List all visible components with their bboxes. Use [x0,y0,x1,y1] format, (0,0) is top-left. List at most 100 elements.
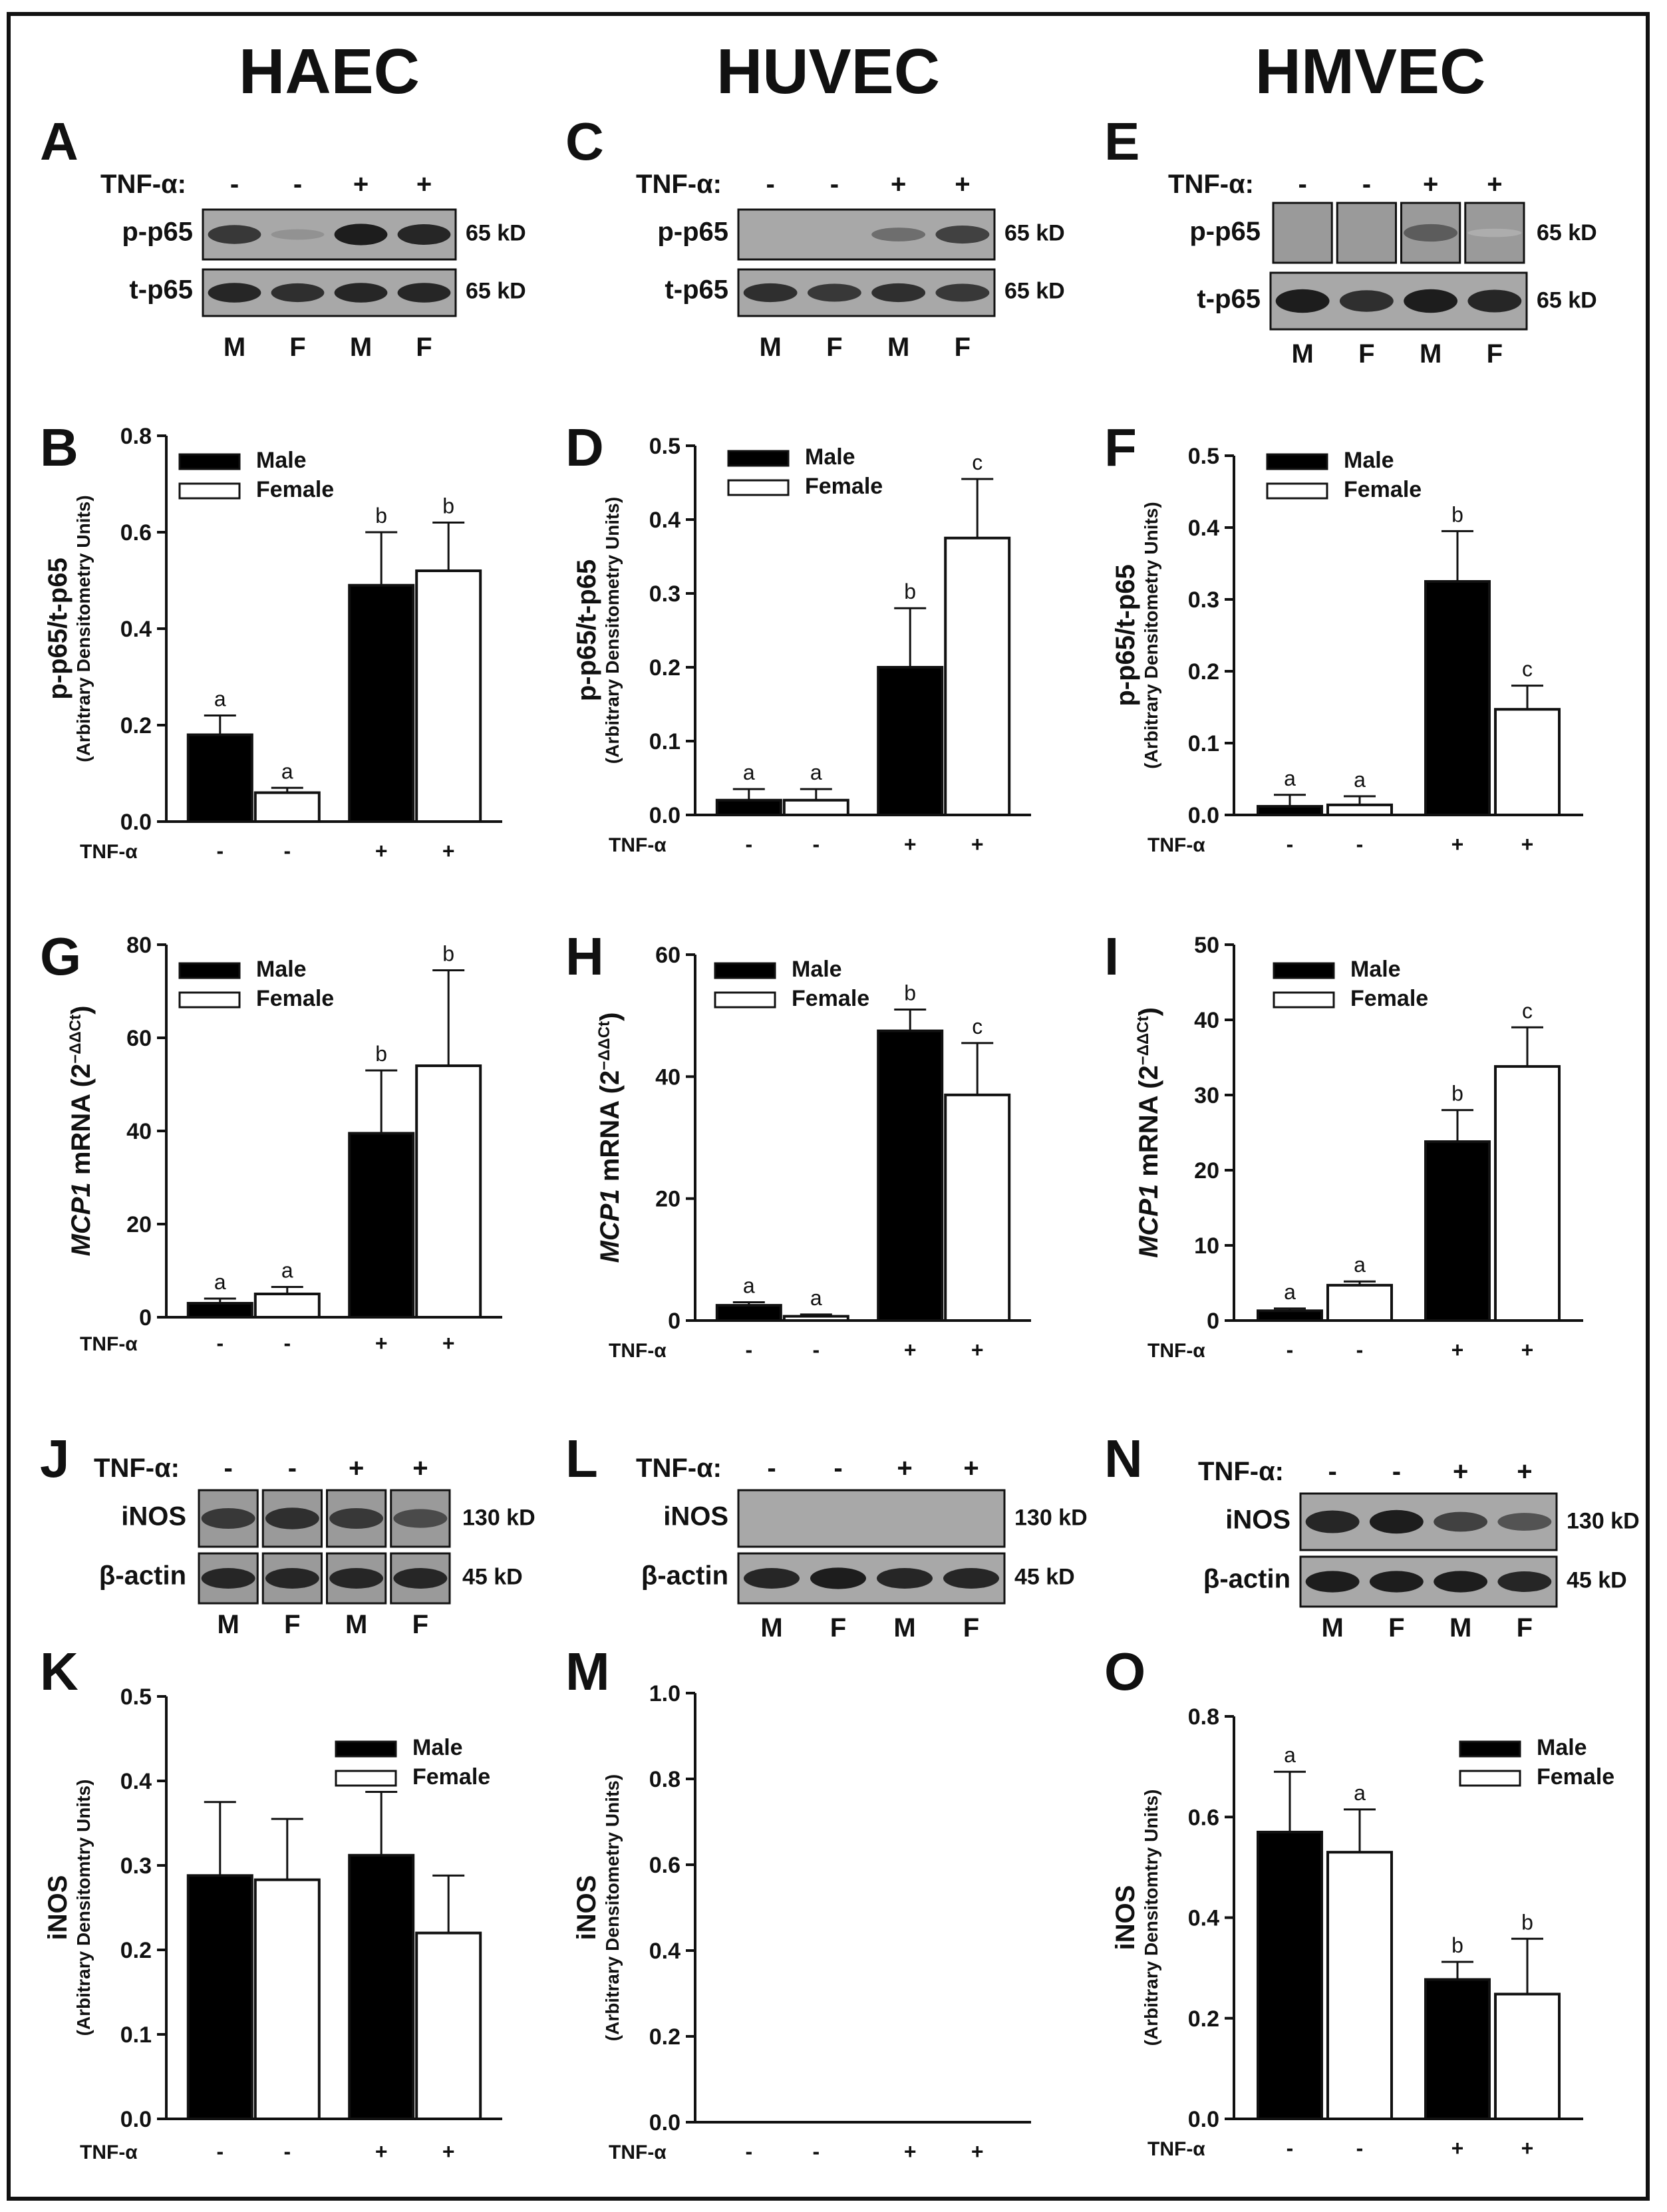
tnf-sign: + [1451,2136,1464,2160]
bar [1257,805,1323,817]
bar [1424,580,1491,816]
blot-band [1369,1509,1424,1534]
blot-lane-label: M [759,333,781,362]
blot-band [1275,289,1330,313]
blot-lane-label: F [1487,339,1503,369]
y-tick-label: 0.2 [649,655,681,681]
blot-lane-label: M [1321,1613,1343,1643]
bar [1326,1283,1393,1323]
y-tick-label: 20 [1194,1158,1219,1184]
blot-kd-label: 65 kD [1537,220,1597,245]
blot-band [877,1568,933,1589]
bar [715,798,782,817]
blot-band [329,1568,384,1589]
blot-tnf-sign: - [1328,1457,1336,1486]
tnf-sign: + [904,832,917,856]
tnf-sign: - [1287,1338,1294,1362]
significance-letter: a [1284,1280,1296,1304]
legend-female: Female [805,474,883,499]
legend-swatch-female [1273,991,1335,1009]
tnf-sign: + [971,1338,984,1362]
chart-f: 0.0 0.1 0.2 0.3 0.4 0.5 p-p65/t-p65 (Arbitrary … [1111,444,1583,856]
panel-label-h: H [565,927,604,986]
y-tick-label: 40 [655,1064,681,1090]
y-tick-label: 20 [126,1212,152,1237]
tnf-sign: - [1356,1338,1364,1362]
blot-tnf-sign: - [230,170,239,199]
blot-panel-n: TNF-α: - - + + iNOS 130 kD β-actin 45 kD M F M F [1198,1457,1640,1643]
significance-letter: b [442,942,454,966]
tnf-sign: + [971,832,984,856]
legend-swatch-male [727,450,790,467]
y-tick-label: 0.6 [1188,1805,1219,1830]
tnf-sign: - [745,2139,752,2163]
panel-label-c: C [565,112,604,171]
bar [186,1874,253,2120]
tnf-sign: - [216,2139,224,2163]
blot-row-label: t-p65 [1197,285,1261,314]
blot-row-label: p-p65 [657,218,728,247]
y-tick-label: 0.2 [120,1938,152,1963]
blot-tnf-sign: + [353,170,369,199]
blot-strip [1336,202,1397,264]
blot-tnf-label: TNF-α: [636,170,722,199]
blot-lane-label: M [1420,339,1441,369]
blot-row-label: β-actin [1203,1565,1290,1594]
blot-tnf-sign: + [416,170,432,199]
y-tick-label: 0.4 [649,508,681,533]
blot-band [744,1568,800,1589]
y-tick-label: 40 [1194,1008,1219,1033]
blot-band [1339,290,1394,312]
legend-swatch-female [178,991,241,1009]
significance-letter: a [810,760,822,784]
chart-g: 0 20 40 60 80 MCP1 mRNA (2−ΔΔCt) a - a - b + b + TNF-α… [67,933,502,1355]
blot-band [1305,1571,1360,1593]
tnf-sign: - [812,1338,820,1362]
legend-female: Female [1344,477,1422,502]
blot-band [935,225,990,244]
tnf-row-label: TNF-α [609,834,667,856]
panel-label-n: N [1104,1429,1143,1488]
panel-label-k: K [40,1642,78,1701]
blot-strip [1272,202,1333,264]
panel-label-j: J [40,1429,70,1488]
blot-tnf-label: TNF-α: [1168,170,1254,199]
tnf-sign: - [1287,2136,1294,2160]
blot-row-label: iNOS [1225,1505,1290,1535]
blot-lane-label: M [887,333,909,362]
blot-tnf-sign: + [349,1454,364,1483]
y-tick-label: 60 [655,943,681,968]
blot-tnf-sign: + [1487,170,1502,199]
bar [944,536,1011,816]
blot-panel-e: TNF-α: - - + + p-p65 65 kD t-p65 65 kD M F M F [1168,170,1597,369]
blot-tnf-sign: - [224,1454,232,1483]
blot-band [397,283,451,303]
panel-label-a: A [40,112,78,171]
y-tick-label: 0.2 [120,713,152,738]
blot-kd-label: 130 kD [462,1505,535,1531]
blot-band [201,1568,255,1589]
y-tick-label: 0.0 [120,810,152,835]
y-tick-label: 0.5 [1188,444,1219,469]
legend-swatch-female [1459,1770,1521,1787]
y-tick-label: 0.6 [120,520,152,546]
y-axis-sublabel: (Arbitrary Densitometry Units) [602,497,623,764]
blot-tnf-sign: + [963,1454,979,1483]
legend-female: Female [256,986,334,1011]
tnf-sign: + [1451,1338,1464,1362]
y-tick-label: 0.3 [1188,587,1219,613]
blot-row-label: β-actin [99,1561,186,1591]
blot-band [1404,289,1458,313]
chart-h: 0 20 40 60 MCP1 mRNA (2−ΔΔCt) a - a - b + c + TNF-α Ma… [595,943,1031,1362]
blot-kd-label: 45 kD [1567,1568,1627,1593]
blot-lane-label: M [893,1613,915,1643]
bar [1424,1978,1491,2121]
significance-letter: a [743,760,755,784]
blot-band [1434,1571,1488,1593]
bar [186,733,253,823]
bar [348,1132,415,1319]
y-axis-sublabel: (Arbitrary Densitometry Units) [602,1774,623,2041]
panel-label-i: I [1104,927,1119,986]
bar [253,791,321,823]
bar [1326,803,1393,817]
